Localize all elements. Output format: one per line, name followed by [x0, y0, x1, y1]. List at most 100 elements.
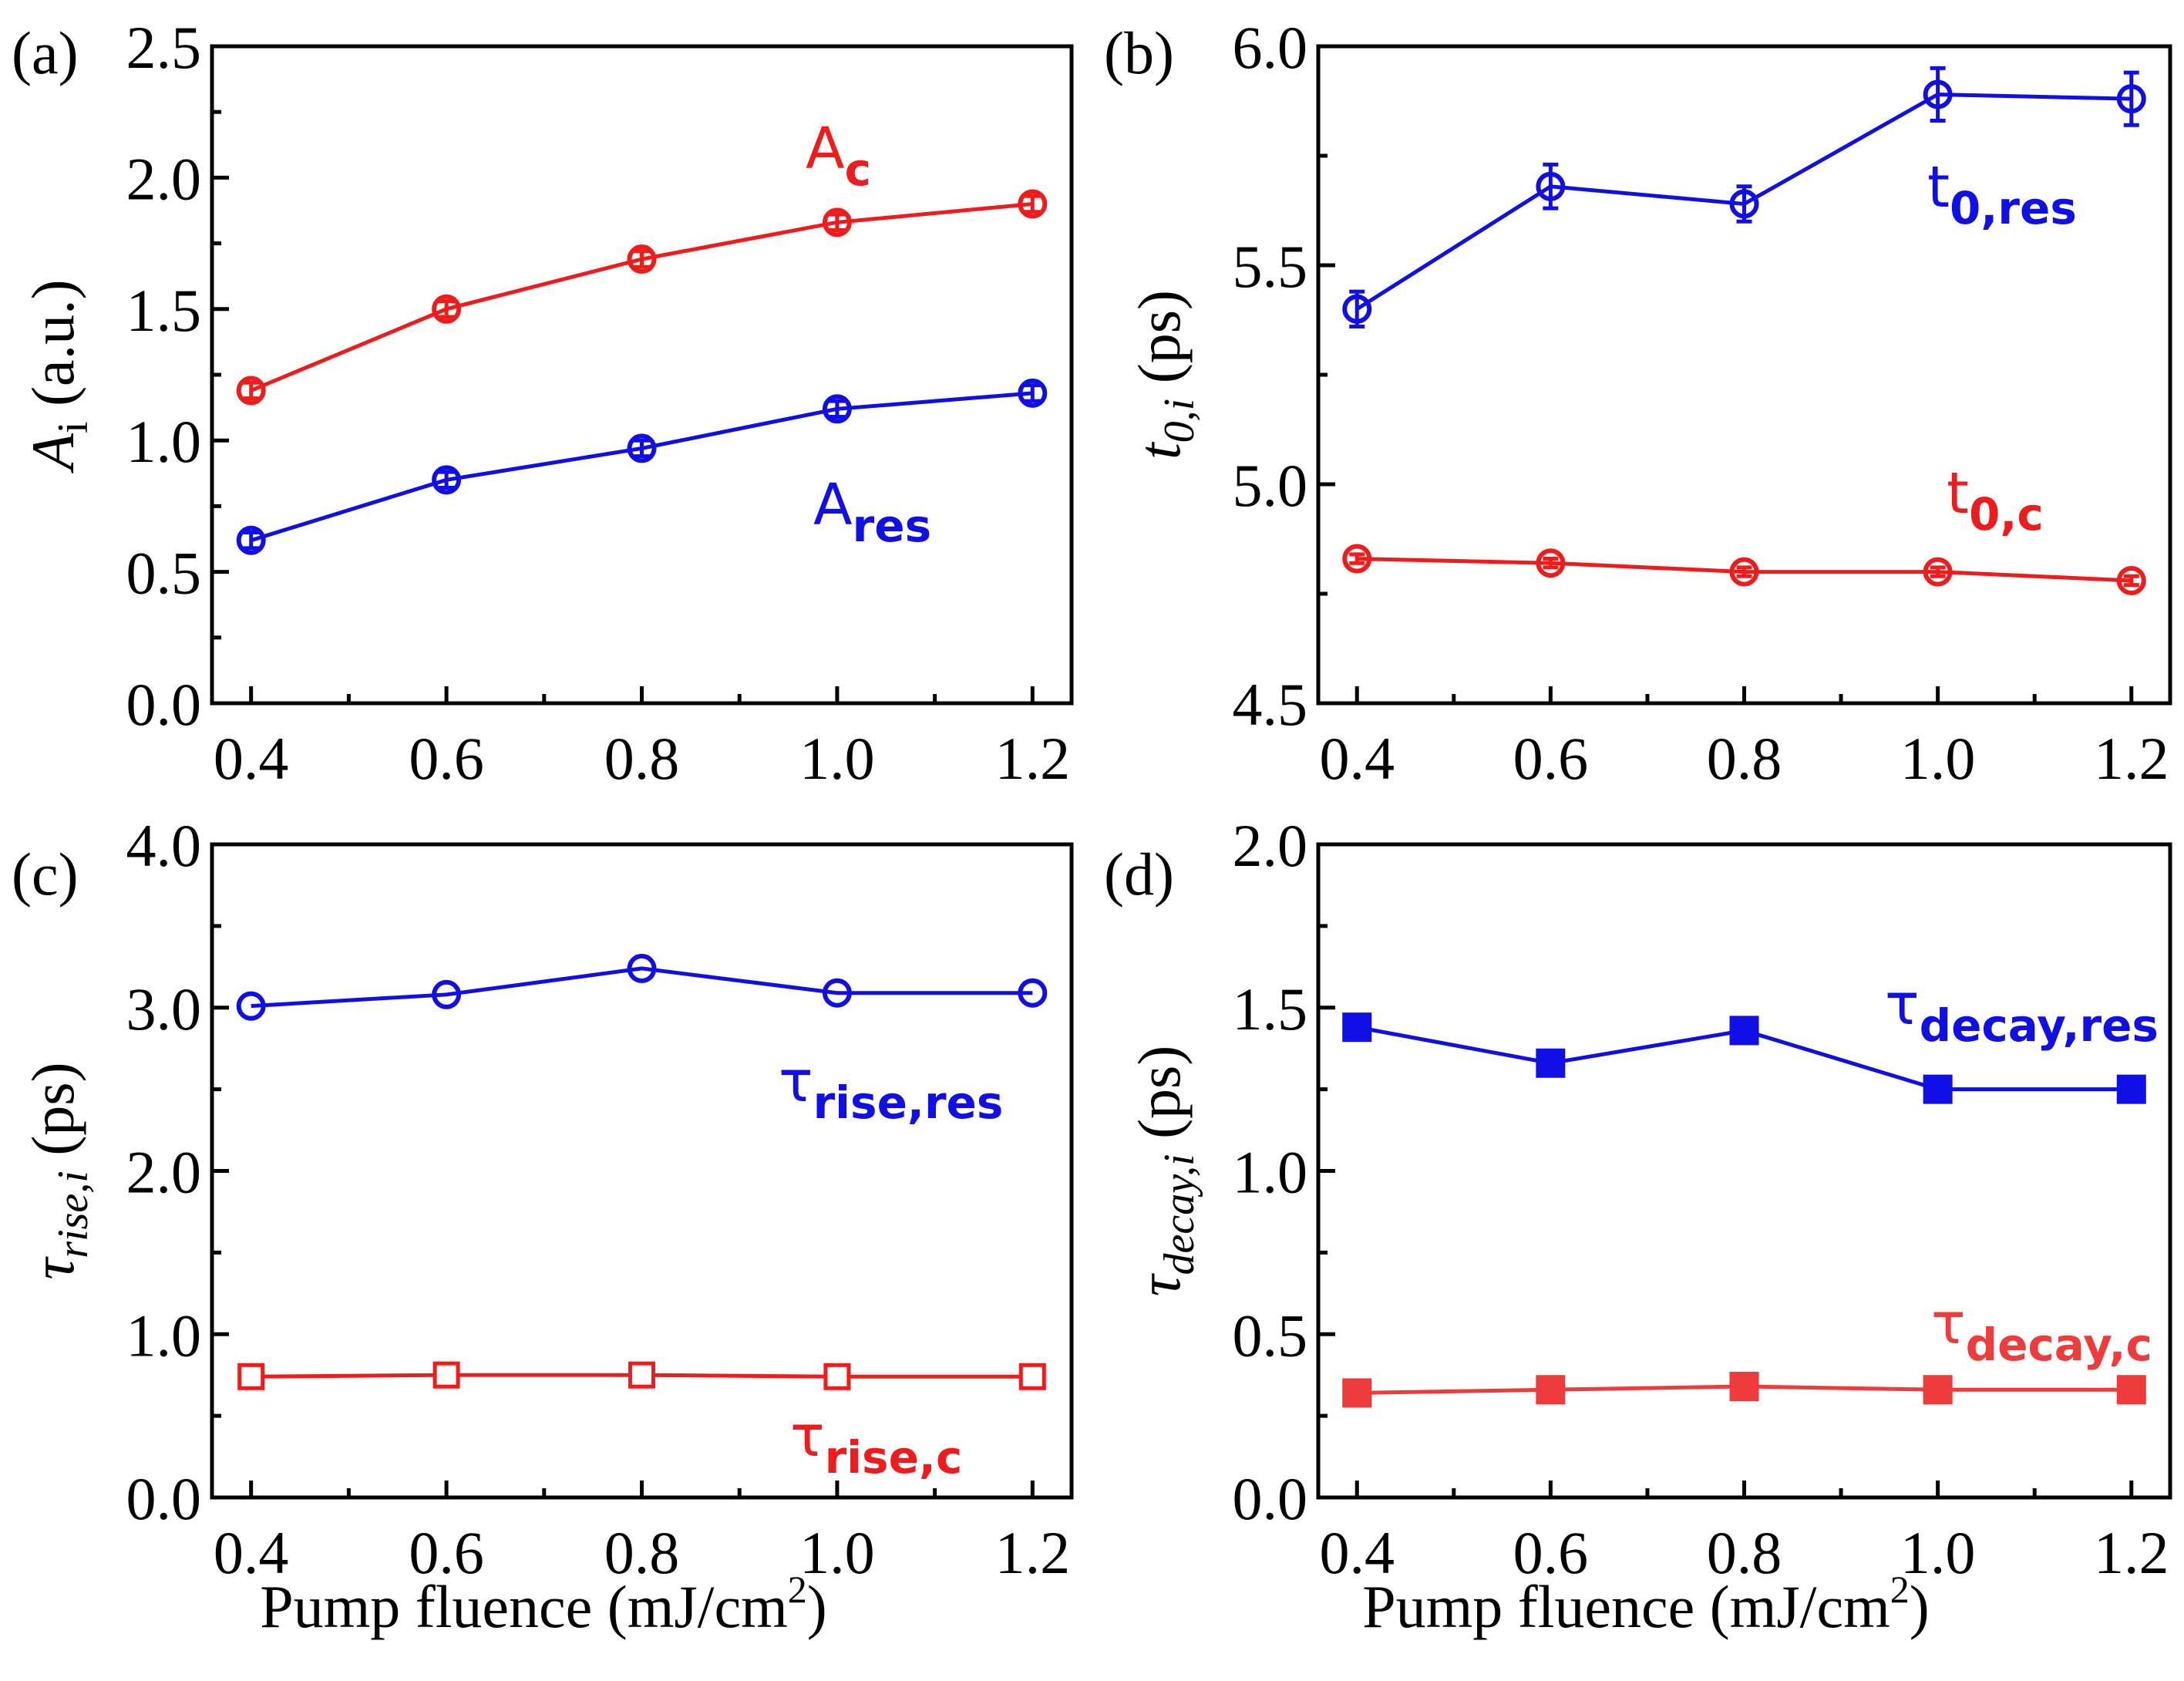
- x-tick-label: 1.2: [2094, 725, 2169, 792]
- data-point: [822, 978, 852, 1008]
- data-point: [627, 953, 657, 983]
- data-point: [627, 433, 657, 463]
- data-point: [1729, 1016, 1759, 1046]
- y-tick-label: 5.0: [1233, 452, 1308, 519]
- data-point: [1729, 1372, 1759, 1402]
- x-axis-label-right: Pump fluence (mJ/cm2): [1362, 1568, 1930, 1640]
- data-point: [1018, 978, 1048, 1008]
- y-tick-label: 0.0: [1233, 1465, 1308, 1532]
- data-point: [236, 991, 266, 1021]
- y-tick-label: 4.0: [126, 812, 202, 879]
- x-axis-label-left: Pump fluence (mJ/cm2): [260, 1568, 827, 1640]
- y-tick-label: 1.0: [126, 1302, 202, 1369]
- y-tick-label: 2.0: [1233, 812, 1308, 879]
- x-tick-label: 0.4: [1319, 725, 1395, 792]
- y-tick-label: 0.0: [126, 1465, 202, 1532]
- data-point: [237, 1363, 265, 1390]
- data-point: [432, 294, 462, 324]
- panel-a: 0.4 0.6 0.8 1.0 1.2 0.0 0.5 1.0 1.5 2.0 2.5 (a) Ai (…: [12, 14, 1074, 792]
- x-tick-label: 1.0: [1900, 1519, 1976, 1586]
- x-tick-label: 1.0: [799, 725, 875, 792]
- series-line: [251, 966, 1033, 1009]
- panel-letter: (c): [12, 840, 79, 908]
- data-point: [1342, 1378, 1372, 1408]
- y-tick-label: 2.5: [126, 14, 202, 81]
- data-point: [1923, 557, 1953, 587]
- data-point: [1729, 557, 1759, 587]
- data-point: [1018, 189, 1048, 219]
- x-tick-label: 1.0: [799, 1519, 875, 1586]
- y-axis-label: Ai (a.u.): [19, 279, 97, 473]
- data-point: [1018, 378, 1048, 408]
- data-point: [432, 979, 462, 1009]
- series-annotation: τrise,c: [790, 1403, 962, 1484]
- y-tick-label: 4.5: [1233, 671, 1308, 738]
- x-tick-label: 0.6: [409, 1519, 484, 1586]
- data-point: [236, 525, 266, 555]
- x-tick-label: 1.0: [1900, 725, 1976, 792]
- series-annotation: Ac: [806, 116, 871, 196]
- data-point: [1923, 1074, 1953, 1104]
- x-tick-label: 1.2: [995, 1519, 1071, 1586]
- data-point: [1342, 544, 1372, 574]
- x-tick-label: 0.8: [1707, 725, 1782, 792]
- data-point: [1536, 1048, 1566, 1078]
- data-point: [823, 1363, 851, 1390]
- y-tick-label: 2.0: [126, 1139, 202, 1206]
- series-tau_decay,c: τdecay,c: [1342, 1291, 2152, 1408]
- y-tick-label: 5.5: [1233, 233, 1308, 300]
- y-tick-label: 2.0: [126, 145, 202, 212]
- panel-d: 0.4 0.6 0.8 1.0 1.2 0.0 0.5 1.0 1.5 2.0 (d) τdecay,…: [1104, 812, 2172, 1586]
- x-tick-label: 0.6: [1513, 1519, 1589, 1586]
- series-annotation: τdecay,res: [1885, 972, 2159, 1052]
- x-tick-label: 0.8: [1707, 1519, 1782, 1586]
- plot-frame: [210, 842, 1074, 1500]
- series-annotation: τdecay,c: [1931, 1291, 2152, 1371]
- y-tick-label: 3.0: [126, 975, 202, 1043]
- y-axis-label: t0,i (ps): [1126, 290, 1203, 460]
- series-annotation: Ares: [813, 472, 931, 552]
- plot-frame: [210, 44, 1074, 706]
- x-tick-label: 0.4: [214, 725, 289, 792]
- panel-b: 0.4 0.6 0.8 1.0 1.2 4.5 5.0 5.5 6.0 (b) t0,i (ps) t…: [1104, 14, 2172, 792]
- series-tau_rise,res: τrise,res: [236, 953, 1048, 1129]
- x-tick-label: 1.2: [995, 725, 1071, 792]
- data-point: [2116, 565, 2146, 595]
- y-tick-label: 1.0: [126, 408, 202, 475]
- panel-letter: (d): [1104, 840, 1174, 908]
- y-axis-label: τrise,i (ps): [19, 1062, 97, 1279]
- data-point: [1923, 1375, 1953, 1405]
- data-point: [432, 1361, 460, 1389]
- data-point: [1342, 1012, 1372, 1043]
- series-t_0,res: t0,res: [1342, 66, 2146, 329]
- y-tick-label: 1.0: [1233, 1139, 1308, 1206]
- data-point: [236, 376, 266, 406]
- x-tick-label: 0.8: [604, 1519, 680, 1586]
- series-annotation: t0,c: [1947, 460, 2044, 541]
- panel-letter: (a): [12, 19, 79, 86]
- series-A_c: Ac: [236, 116, 1048, 406]
- y-tick-label: 1.5: [126, 277, 202, 344]
- panel-c: 0.4 0.6 0.8 1.0 1.2 0.0 1.0 2.0 3.0 4.0 (c) τrise,i…: [12, 812, 1074, 1586]
- data-point: [628, 1361, 655, 1389]
- data-point: [1536, 548, 1566, 578]
- y-tick-label: 0.5: [1233, 1302, 1308, 1369]
- x-tick-label: 0.6: [409, 725, 484, 792]
- plot-frame: [1316, 44, 2172, 706]
- data-point: [432, 465, 462, 495]
- series-annotation: τrise,res: [779, 1049, 1003, 1129]
- series-line: [250, 201, 1033, 392]
- data-point: [627, 244, 657, 275]
- series-A_res: Ares: [236, 378, 1048, 555]
- x-tick-label: 0.4: [1319, 1519, 1395, 1586]
- x-tick-label: 0.4: [214, 1519, 289, 1586]
- data-point: [2116, 84, 2146, 114]
- x-tick-label: 0.8: [604, 725, 680, 792]
- data-point: [1536, 171, 1566, 201]
- series-t_0,c: t0,c: [1342, 460, 2146, 595]
- x-tick-label: 0.6: [1513, 725, 1589, 792]
- data-point: [2116, 1074, 2146, 1104]
- series-tau_decay,res: τdecay,res: [1342, 972, 2159, 1104]
- y-tick-label: 6.0: [1233, 14, 1308, 81]
